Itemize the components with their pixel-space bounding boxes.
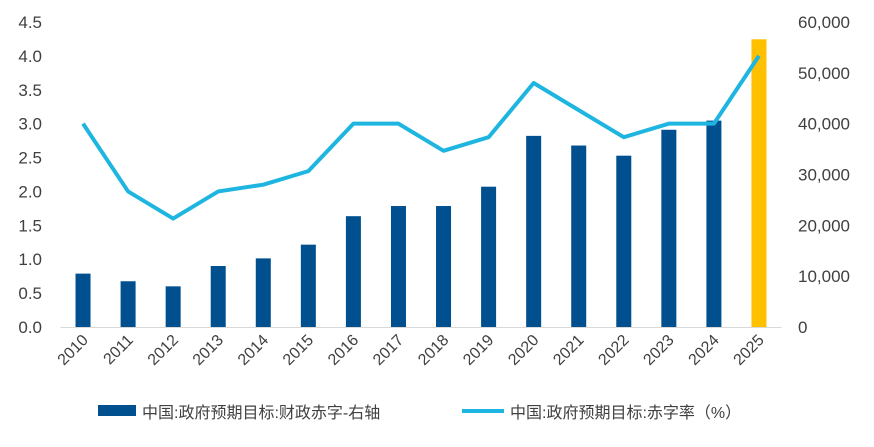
x-axis-tick-label: 2010 xyxy=(55,332,92,369)
legend-bar-label: 中国:政府预期目标:财政赤字-右轴 xyxy=(142,404,380,422)
left-axis-tick-label: 3.5 xyxy=(18,81,42,100)
bar xyxy=(661,129,677,327)
bar xyxy=(571,145,587,327)
right-axis-tick-label: 60,000 xyxy=(798,13,850,32)
legend-line-label: 中国:政府预期目标:赤字率（%） xyxy=(510,404,741,422)
legend-bar-swatch xyxy=(98,405,136,416)
right-axis-tick-label: 10,000 xyxy=(798,267,850,286)
bar xyxy=(526,135,542,327)
bar xyxy=(706,120,722,327)
bar xyxy=(300,244,316,327)
bar xyxy=(75,273,91,327)
left-axis-tick-label: 4.0 xyxy=(18,47,42,66)
x-axis-tick-label: 2011 xyxy=(101,332,137,368)
x-axis-tick-label: 2016 xyxy=(325,332,362,369)
x-axis-tick-label: 2021 xyxy=(550,332,587,369)
bar xyxy=(481,186,497,327)
left-axis-tick-label: 1.5 xyxy=(18,216,42,235)
x-axis-tick-label: 2018 xyxy=(415,332,452,369)
x-axis-tick-label: 2015 xyxy=(280,332,317,369)
right-axis-tick-label: 30,000 xyxy=(798,166,850,185)
left-axis-tick-label: 0.0 xyxy=(18,318,42,337)
left-axis-tick-label: 4.5 xyxy=(18,13,42,32)
x-axis-tick-label: 2024 xyxy=(686,332,723,369)
x-axis-tick-label: 2022 xyxy=(595,332,632,369)
right-axis-tick-label: 0 xyxy=(798,318,807,337)
x-axis-tick-label: 2012 xyxy=(145,332,182,369)
bar xyxy=(165,286,181,327)
bar xyxy=(345,216,361,327)
bar xyxy=(390,206,406,327)
bar xyxy=(210,266,226,327)
x-axis-tick-label: 2025 xyxy=(731,332,768,369)
right-axis-tick-label: 20,000 xyxy=(798,216,850,235)
left-axis-tick-label: 2.0 xyxy=(18,182,42,201)
left-axis-tick-label: 0.5 xyxy=(18,284,42,303)
right-axis-tick-label: 50,000 xyxy=(798,64,850,83)
x-axis-tick-label: 2020 xyxy=(505,332,542,369)
x-axis-tick-label: 2013 xyxy=(190,332,227,369)
left-axis-tick-label: 1.0 xyxy=(18,250,42,269)
line-series xyxy=(81,54,761,221)
x-axis-tick-label: 2019 xyxy=(460,332,497,369)
left-axis-tick-label: 3.0 xyxy=(18,115,42,134)
bar xyxy=(616,155,632,327)
x-axis-tick-label: 2017 xyxy=(370,332,407,369)
bar xyxy=(436,206,452,327)
bar xyxy=(255,258,271,327)
x-axis-tick-label: 2023 xyxy=(640,332,677,369)
bar xyxy=(751,39,767,328)
right-axis-tick-label: 40,000 xyxy=(798,115,850,134)
bar xyxy=(120,281,136,327)
x-axis-tick-label: 2014 xyxy=(235,332,272,369)
left-axis-tick-label: 2.5 xyxy=(18,149,42,168)
